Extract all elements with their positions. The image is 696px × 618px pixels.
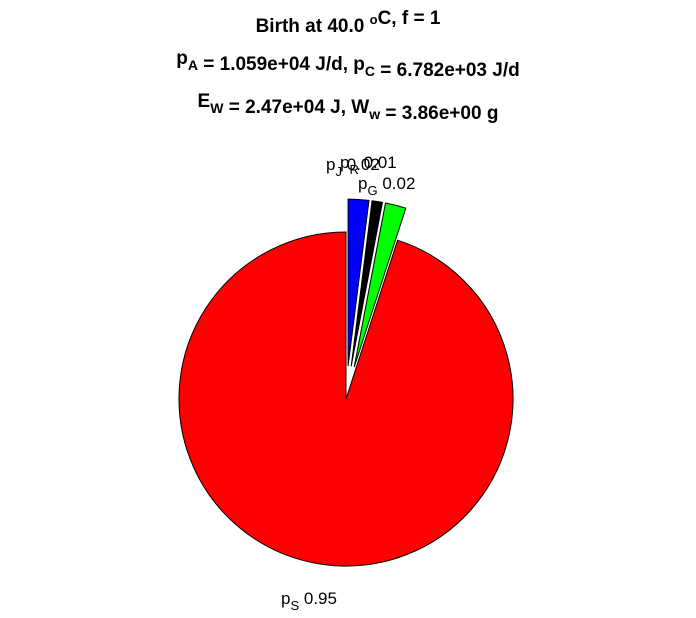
title-line-3: EW = 2.47e+04 J, Ww = 3.86e+00 g [198, 91, 499, 124]
pie-slices [178, 198, 514, 567]
slice-label-r: pR 0.01 [340, 153, 397, 177]
slice-label-j: pJ 0.02 [326, 155, 380, 179]
slice-label-s: pS 0.95 [281, 589, 337, 613]
title-line-2: pA = 1.059e+04 J/d, pC = 6.782e+03 J/d [176, 48, 519, 81]
title-line-1: Birth at 40.0 oC, f = 1 [256, 8, 441, 37]
slice-j [347, 198, 370, 367]
slice-s [178, 231, 514, 567]
chart-title: Birth at 40.0 oC, f = 1 pA = 1.059e+04 J/… [176, 8, 519, 124]
slice-label-g: pG 0.02 [358, 174, 415, 198]
slice-r [350, 200, 384, 367]
slice-g [353, 202, 407, 368]
